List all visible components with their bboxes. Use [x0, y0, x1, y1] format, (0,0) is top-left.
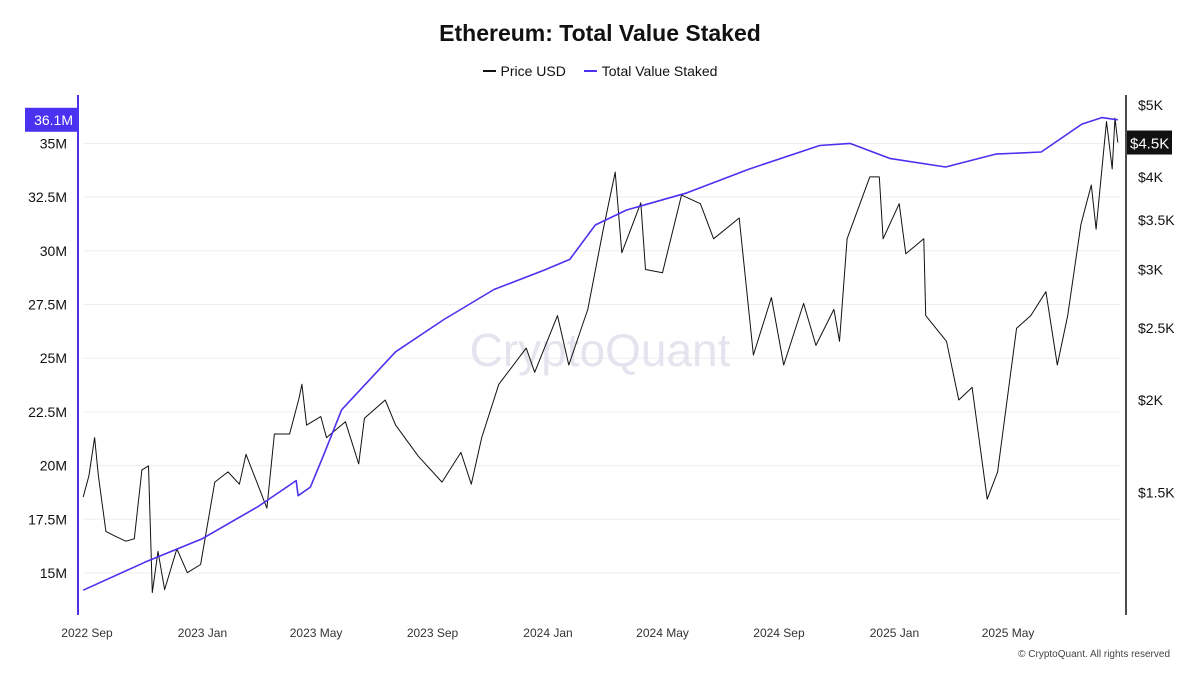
legend-item-tvs[interactable]: Total Value Staked [583, 63, 718, 79]
right-tick-label: $1.5K [1138, 485, 1175, 501]
left-tick-label: 35M [40, 135, 67, 151]
left-tick-label: 22.5M [28, 404, 67, 420]
series-line-price-usd [82, 117, 1119, 593]
left-tick-label: 15M [40, 565, 67, 581]
left-current-value-badge [25, 107, 77, 132]
x-tick-label: 2024 May [636, 626, 689, 640]
watermark: CryptoQuant [470, 324, 731, 376]
x-tick-label: 2025 May [982, 626, 1035, 640]
left-tick-label: 25M [40, 350, 67, 366]
x-tick-label: 2023 May [290, 626, 343, 640]
right-current-value-badge [1127, 130, 1172, 155]
series-line-total-value-staked [82, 116, 1118, 591]
left-current-value-label: 36.1M [34, 112, 73, 128]
x-tick-label: 2025 Jan [870, 626, 919, 640]
right-tick-label: $5K [1138, 97, 1164, 113]
right-tick-label: $3.5K [1138, 212, 1175, 228]
chart-title: Ethereum: Total Value Staked [439, 20, 761, 46]
right-tick-label: $2K [1138, 392, 1164, 408]
x-tick-label: 2024 Sep [753, 626, 805, 640]
left-tick-label: 20M [40, 458, 67, 474]
left-tick-label: 27.5M [28, 297, 67, 313]
x-tick-label: 2024 Jan [523, 626, 572, 640]
legend: Price USD Total Value Staked [0, 59, 1200, 79]
left-tick-label: 32.5M [28, 189, 67, 205]
left-tick-label: 30M [40, 243, 67, 259]
legend-swatch-price [482, 70, 496, 72]
legend-label-tvs: Total Value Staked [601, 63, 718, 79]
right-current-value-label: $4.5K [1130, 136, 1169, 153]
legend-label-price: Price USD [500, 63, 566, 79]
x-tick-label: 2023 Jan [178, 626, 227, 640]
right-tick-label: $4K [1138, 169, 1164, 185]
legend-item-price[interactable]: Price USD [482, 63, 566, 79]
x-tick-label: 2022 Sep [61, 626, 113, 640]
copyright-text: © CryptoQuant. All rights reserved [1018, 649, 1170, 660]
x-tick-label: 2023 Sep [407, 626, 459, 640]
right-tick-label: $3K [1138, 261, 1164, 277]
right-tick-label: $2.5K [1138, 320, 1175, 336]
legend-swatch-tvs [583, 70, 597, 72]
left-tick-label: 17.5M [28, 511, 67, 527]
